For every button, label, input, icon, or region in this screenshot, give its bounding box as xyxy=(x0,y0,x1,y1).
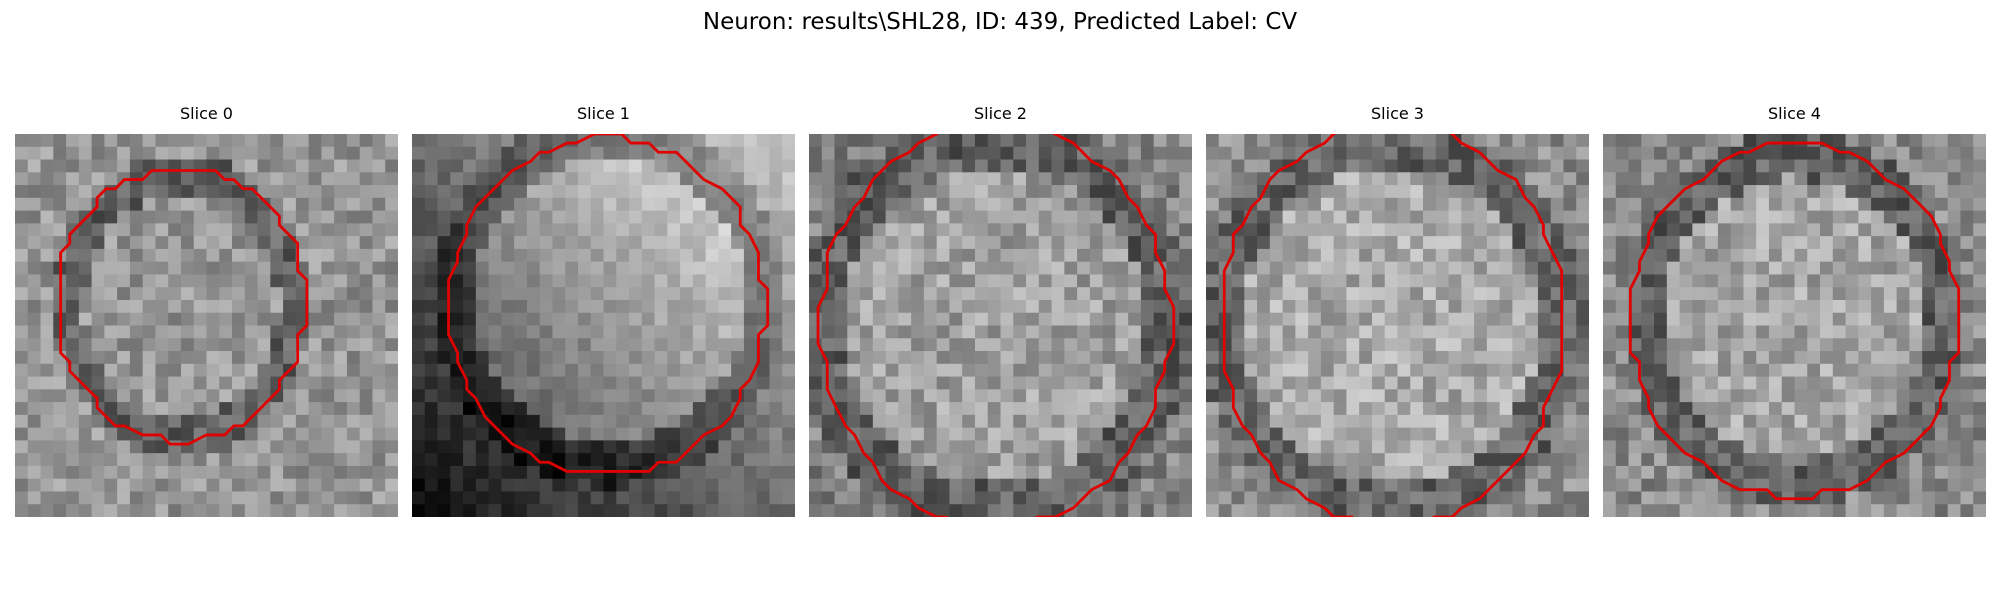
slice-image-1 xyxy=(412,134,795,517)
figure-title: Neuron: results\SHL28, ID: 439, Predicte… xyxy=(702,9,1298,35)
slice-image-3 xyxy=(1206,134,1589,517)
slice-title-1: Slice 1 xyxy=(577,104,630,123)
segmentation-contour xyxy=(816,134,1176,517)
slice-image-0 xyxy=(15,134,398,517)
segmentation-contour xyxy=(1628,141,1961,501)
slice-title-4: Slice 4 xyxy=(1768,104,1821,123)
slice-title-0: Slice 0 xyxy=(180,104,233,123)
slice-image-2 xyxy=(809,134,1192,517)
slice-image-4 xyxy=(1603,134,1986,517)
segmentation-contour xyxy=(1222,134,1564,517)
slice-title-3: Slice 3 xyxy=(1371,104,1424,123)
segmentation-contour xyxy=(59,169,309,446)
segmentation-contour xyxy=(447,134,770,473)
slice-title-2: Slice 2 xyxy=(974,104,1027,123)
